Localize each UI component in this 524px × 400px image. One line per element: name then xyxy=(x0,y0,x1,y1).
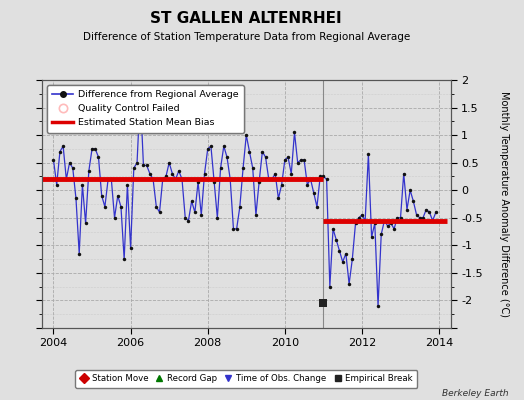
Legend: Difference from Regional Average, Quality Control Failed, Estimated Station Mean: Difference from Regional Average, Qualit… xyxy=(47,85,244,132)
Text: Difference of Station Temperature Data from Regional Average: Difference of Station Temperature Data f… xyxy=(83,32,410,42)
Text: ST GALLEN ALTENRHEI: ST GALLEN ALTENRHEI xyxy=(150,11,342,26)
Y-axis label: Monthly Temperature Anomaly Difference (°C): Monthly Temperature Anomaly Difference (… xyxy=(499,91,509,317)
Legend: Station Move, Record Gap, Time of Obs. Change, Empirical Break: Station Move, Record Gap, Time of Obs. C… xyxy=(75,370,417,388)
Text: Berkeley Earth: Berkeley Earth xyxy=(442,389,508,398)
